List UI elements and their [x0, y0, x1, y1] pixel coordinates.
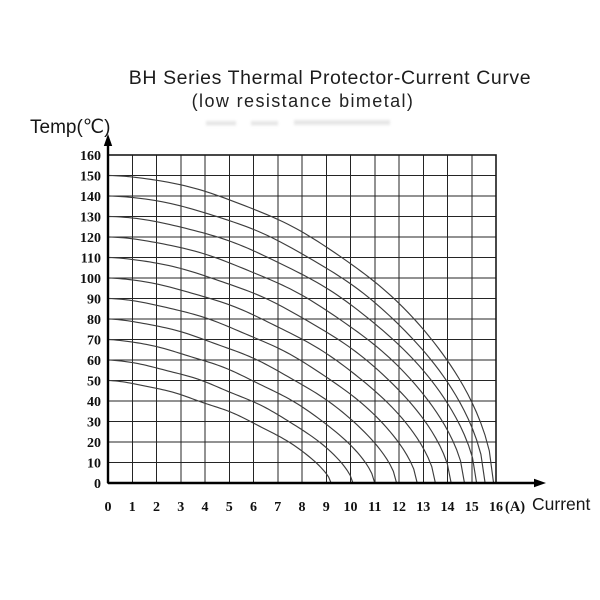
x-axis-title: Current	[532, 494, 590, 514]
trip-curve	[107, 215, 478, 484]
trip-curve	[107, 236, 466, 484]
x-tick-label: 3	[177, 500, 184, 515]
x-tick-label: 11	[368, 500, 381, 515]
y-tick-label: 10	[87, 457, 101, 472]
x-tick-label: 2	[153, 500, 160, 515]
y-axis-title: Temp(℃)	[30, 117, 110, 138]
up-arrow-icon	[103, 134, 113, 146]
smudge-dash	[206, 121, 236, 126]
y-tick-label: 150	[80, 170, 101, 185]
x-tick-label: 10	[344, 500, 358, 515]
x-axis-unit: (A)	[505, 499, 525, 515]
y-tick-label: 30	[87, 416, 101, 431]
y-tick-label: 20	[87, 436, 101, 451]
trip-curve	[107, 277, 436, 484]
y-tick-labels: 0 10 20 30 40 50 60 70 80 90 100 110 120 130 140 150 160	[80, 149, 101, 492]
y-tick-label: 140	[80, 190, 101, 205]
curve-family	[107, 174, 495, 484]
trip-curve	[107, 195, 486, 484]
y-tick-label: 60	[87, 354, 101, 369]
x-tick-label: 15	[465, 500, 479, 515]
y-tick-label: 40	[87, 395, 101, 410]
y-tick-label: 90	[87, 293, 101, 308]
x-tick-label: 4	[202, 500, 209, 515]
y-tick-label: 0	[94, 477, 101, 492]
y-tick-label: 100	[80, 272, 101, 287]
trip-curve	[107, 174, 495, 484]
x-tick-label: 12	[392, 500, 406, 515]
y-tick-label: 70	[87, 334, 101, 349]
watermark-smudge	[206, 120, 390, 126]
smudge-dash	[251, 121, 278, 126]
x-tick-label: 9	[323, 500, 330, 515]
x-tick-label: 14	[441, 500, 455, 515]
x-tick-labels: 0 1 2 3 4 5 6 7 8 9 10 11 12 13 14 15 16	[105, 500, 504, 515]
x-tick-label: 0	[105, 500, 112, 515]
y-tick-label: 160	[80, 149, 101, 164]
x-tick-label: 1	[129, 500, 136, 515]
trip-curve	[107, 318, 398, 484]
y-tick-label: 120	[80, 231, 101, 246]
x-tick-label: 8	[299, 500, 306, 515]
y-tick-label: 130	[80, 211, 101, 226]
page-title: BH Series Thermal Protector-Current Curv…	[129, 67, 531, 89]
y-tick-label: 110	[81, 252, 101, 267]
trip-curve	[107, 297, 418, 484]
smudge-dash	[294, 120, 390, 125]
x-tick-label: 13	[416, 500, 430, 515]
trip-curve	[107, 359, 354, 484]
right-arrow-icon	[534, 478, 546, 488]
trip-curve	[107, 379, 332, 484]
x-tick-label: 5	[226, 500, 233, 515]
page-subtitle: (low resistance bimetal)	[192, 91, 415, 111]
x-tick-label: 6	[250, 500, 257, 515]
trip-curve	[107, 338, 376, 484]
y-tick-label: 80	[87, 313, 101, 328]
trip-curve	[107, 256, 452, 484]
x-tick-label: 16	[489, 500, 503, 515]
y-tick-label: 50	[87, 375, 101, 390]
x-tick-label: 7	[274, 500, 281, 515]
